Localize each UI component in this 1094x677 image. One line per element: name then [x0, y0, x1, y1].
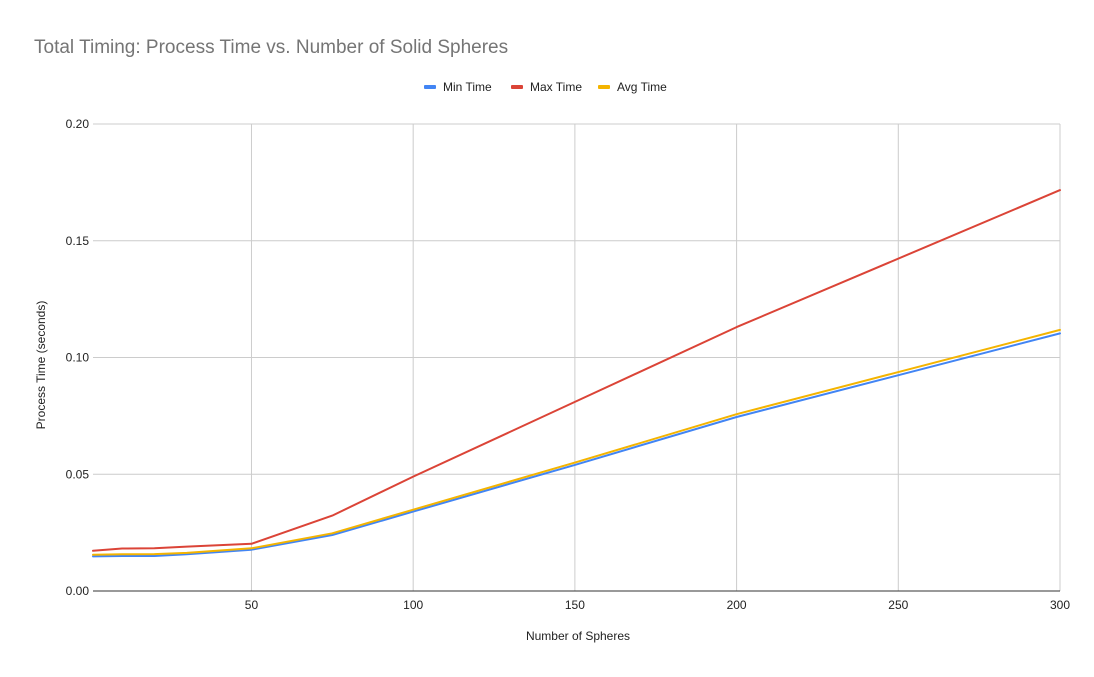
y-tick-label: 0.15 [66, 234, 90, 248]
x-tick-label: 150 [565, 598, 585, 612]
series-line-min-time [92, 332, 1061, 558]
legend-label: Min Time [443, 80, 492, 94]
y-axis-title: Process Time (seconds) [34, 301, 48, 430]
legend-swatch [511, 85, 523, 89]
x-tick-label: 100 [403, 598, 423, 612]
gridlines [93, 123, 1061, 591]
x-axis-tick-labels: 50 100 150 200 250 300 [245, 598, 1071, 612]
legend: Min Time Max Time Avg Time [424, 80, 667, 94]
series-line-avg-time [92, 328, 1061, 556]
y-axis-tick-labels: 0.00 0.05 0.10 0.15 0.20 [66, 117, 90, 598]
y-tick-label: 0.20 [66, 117, 90, 131]
x-tick-label: 50 [245, 598, 259, 612]
x-tick-label: 250 [888, 598, 908, 612]
x-axis-title: Number of Spheres [526, 629, 630, 643]
chart-title: Total Timing: Process Time vs. Number of… [34, 37, 508, 58]
series-line-max-time [92, 189, 1061, 552]
y-tick-label: 0.10 [66, 351, 90, 365]
x-tick-label: 300 [1050, 598, 1070, 612]
legend-label: Avg Time [617, 80, 667, 94]
x-tick-label: 200 [727, 598, 747, 612]
y-tick-label: 0.00 [66, 584, 90, 598]
series-lines [92, 189, 1061, 558]
legend-swatch [598, 85, 610, 89]
legend-swatch [424, 85, 436, 89]
legend-label: Max Time [530, 80, 582, 94]
y-tick-label: 0.05 [66, 467, 90, 481]
